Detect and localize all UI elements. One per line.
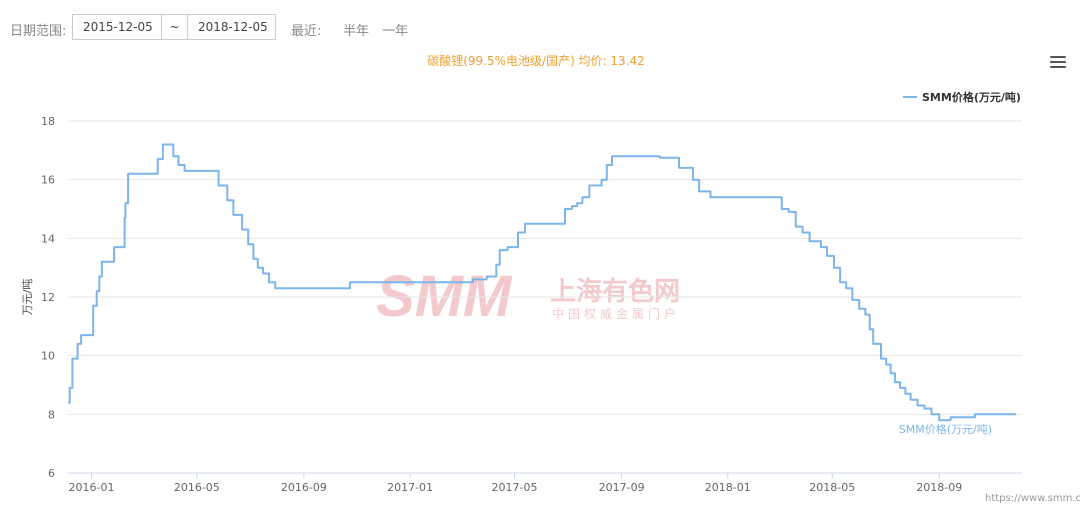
x-tick-label: 2017-09 [599, 481, 645, 494]
recent-label: 最近: [291, 24, 322, 39]
x-tick-label: 2016-09 [281, 481, 327, 494]
y-tick-label: 12 [41, 291, 55, 304]
date-range-label: 日期范围: [10, 24, 67, 39]
y-tick-label: 10 [41, 350, 55, 363]
y-ticks: 6 8 10 12 14 16 18 [41, 115, 55, 480]
range-separator: ~ [161, 14, 188, 40]
y-tick-label: 8 [48, 408, 55, 421]
legend-label: SMM价格(万元/吨) [922, 90, 1021, 104]
date-toolbar: 日期范围: 2015-12-05 ~ 2018-12-05 最近: 半年 一年 [0, 14, 1080, 42]
x-tick-label: 2017-05 [492, 481, 538, 494]
watermark-cn-sub: 中国权威金属门户 [552, 306, 680, 321]
x-tick-label: 2018-01 [705, 481, 751, 494]
y-tick-label: 18 [41, 115, 55, 128]
x-tick-label: 2016-05 [174, 481, 220, 494]
series-end-label: SMM价格(万元/吨) [899, 422, 992, 436]
x-tick-label: 2016-01 [69, 481, 115, 494]
one-year-button[interactable]: 一年 [382, 24, 409, 39]
hamburger-menu-icon[interactable] [1050, 56, 1066, 70]
half-year-button[interactable]: 半年 [343, 24, 370, 39]
gridlines [68, 120, 1022, 474]
start-date-input[interactable]: 2015-12-05 [72, 14, 162, 40]
chart-labels: 碳酸锂(99.5%电池级/国产) 均价: 13.42 万元/吨 SMM价格(万元/吨… [21, 53, 1021, 315]
watermark-cn-name: 上海有色网 [550, 276, 680, 307]
x-tick-label: 2017-01 [387, 481, 433, 494]
y-axis-label: 万元/吨 [21, 279, 34, 316]
x-ticks: 2016-01 2016-05 2016-09 2017-01 2017-05 2017-… [69, 473, 962, 494]
chart-title: 碳酸锂(99.5%电池级/国产) 均价: 13.42 [427, 53, 645, 68]
x-tick-label: 2018-09 [916, 481, 962, 494]
y-tick-label: 14 [41, 232, 55, 245]
series-lines: SMM价格(万元/吨) [68, 143, 1016, 436]
y-tick-label: 6 [48, 467, 55, 480]
end-date-input[interactable]: 2018-12-05 [187, 14, 276, 40]
footer-url: https://www.smm.cn [985, 493, 1080, 504]
series-line [68, 143, 1016, 422]
x-tick-label: 2018-05 [809, 481, 855, 494]
y-tick-label: 16 [41, 174, 55, 187]
